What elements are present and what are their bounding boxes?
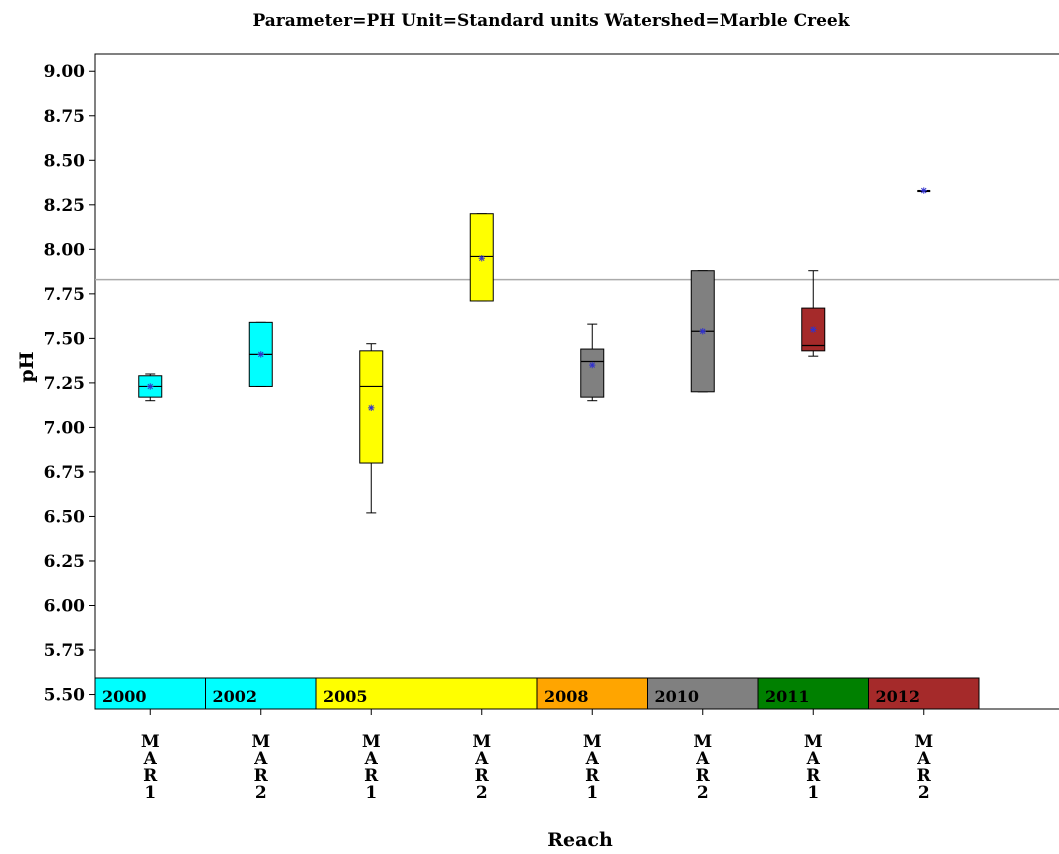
- box-iqr: [580, 348, 605, 398]
- y-tick-label: 5.50: [44, 686, 86, 706]
- y-tick-label: 7.75: [44, 285, 85, 305]
- y-tick-label: 7.25: [44, 374, 85, 394]
- y-axis-label: pH: [16, 351, 38, 382]
- box-mar2-2005: [469, 213, 494, 302]
- y-tick-label: 6.75: [44, 463, 85, 483]
- mean-marker: [810, 326, 817, 333]
- y-tick-label: 8.25: [44, 196, 85, 216]
- chart-title: Parameter=PH Unit=Standard units Watersh…: [252, 11, 850, 31]
- mean-marker-stroke: [589, 362, 596, 368]
- box-mar1-2010: [580, 323, 605, 402]
- y-tick-label: 5.75: [44, 641, 85, 661]
- mean-marker-stroke: [368, 405, 375, 411]
- y-tick-label: 6.25: [44, 552, 85, 572]
- mean-marker-stroke: [920, 187, 927, 194]
- box-mar1-2005: [359, 343, 384, 514]
- x-axis-categories: M A R 1 M A R 2 M A R 1 M A R 2 M A R 1 M A R 2 M A R 1 M A R 2: [141, 709, 933, 803]
- mean-marker-stroke: [699, 328, 706, 335]
- year-band-label: 2000: [102, 687, 147, 706]
- y-tick-label: 9.00: [44, 62, 86, 82]
- plot-area-frame: [94, 53, 1059, 710]
- y-tick-label: 7.00: [44, 418, 86, 438]
- mean-marker: [699, 328, 706, 335]
- mean-marker: [257, 351, 264, 358]
- year-band-2011: [757, 677, 869, 710]
- mean-marker-stroke: [147, 383, 154, 390]
- y-tick-label: 6.50: [44, 507, 86, 527]
- y-tick-label: 8.50: [44, 151, 86, 171]
- mean-marker-stroke: [257, 351, 264, 358]
- mean-marker-stroke: [810, 326, 817, 333]
- year-band-label: 2008: [544, 687, 589, 706]
- y-tick-label: 8.00: [44, 240, 86, 260]
- mean-marker: [147, 383, 154, 390]
- y-tick-label: 6.00: [44, 596, 86, 616]
- box-mar2-2002: [248, 321, 273, 387]
- year-band-2008: [536, 677, 648, 710]
- y-axis: 5.50 5.75 6.00 6.25 6.50 6.75 7.00 7.25 7.50 7.75…: [44, 54, 96, 709]
- y-tick-label: 7.50: [44, 329, 86, 349]
- year-band-label: 2002: [213, 687, 258, 706]
- box-mar2-2010: [690, 270, 715, 393]
- mean-marker: [589, 361, 596, 369]
- mean-marker-stroke: [478, 255, 485, 261]
- x-axis-label: Reach: [547, 829, 613, 851]
- mean-marker: [478, 255, 485, 262]
- box-mar2-2012: [917, 187, 931, 194]
- year-bands: 2000 2002 2005 2008 2010 2011 2012: [94, 677, 980, 710]
- year-band-label: 2010: [655, 687, 700, 706]
- y-tick-label: 8.75: [44, 107, 85, 127]
- year-band-label: 2005: [323, 687, 368, 706]
- box-mar1-2012: [801, 270, 826, 357]
- mean-marker: [368, 404, 375, 412]
- year-band-2010: [647, 677, 759, 710]
- year-band-label: 2011: [765, 687, 810, 706]
- mean-marker: [920, 187, 927, 194]
- box-series: [138, 187, 931, 514]
- year-band-2012: [868, 677, 980, 710]
- year-band-label: 2012: [876, 687, 921, 706]
- box-mar1-2000: [138, 373, 163, 402]
